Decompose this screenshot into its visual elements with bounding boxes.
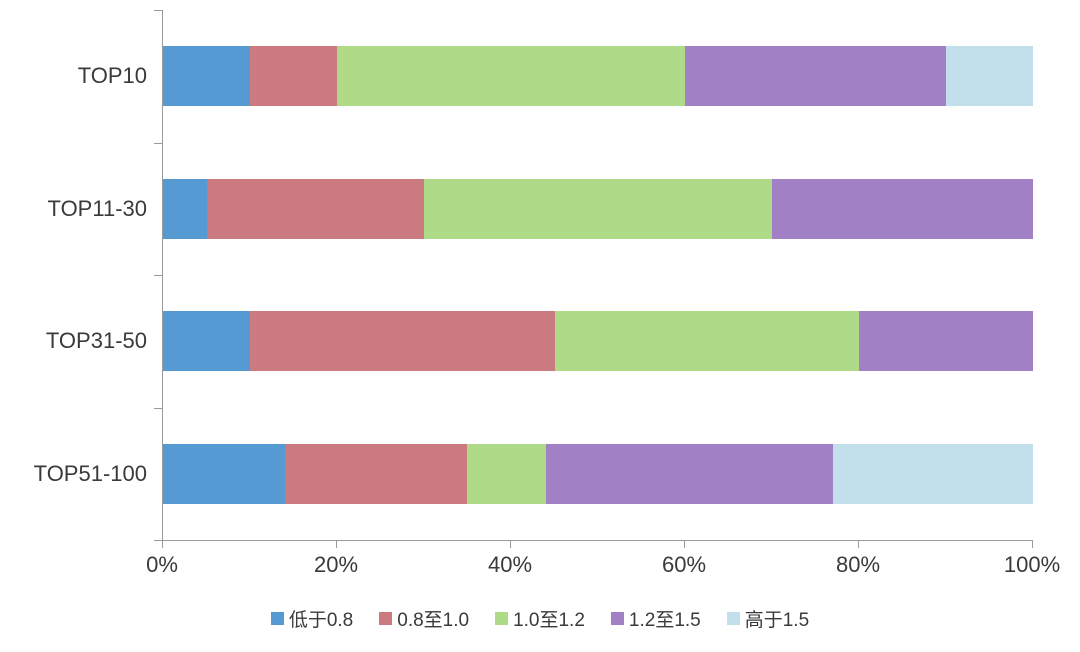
- x-tick-label: 100%: [1003, 552, 1061, 577]
- legend-swatch-icon: [726, 612, 740, 625]
- bar-segment: [946, 46, 1033, 107]
- legend-item: 低于0.8: [270, 605, 354, 632]
- bar-segment: [467, 443, 546, 504]
- legend-label: 1.2至1.5: [628, 610, 701, 631]
- legend-label: 0.8至1.0: [397, 610, 470, 631]
- bar-row: [163, 443, 1033, 504]
- x-axis-tick: [162, 540, 163, 548]
- bar-segment: [337, 46, 685, 107]
- category-label: TOP11-30: [47, 195, 147, 221]
- x-axis-tick: [858, 540, 859, 548]
- x-axis-tick: [510, 540, 511, 548]
- y-axis-tick: [154, 407, 162, 409]
- y-axis-tick: [154, 275, 162, 276]
- x-axis-tick: [336, 540, 337, 548]
- legend-label: 高于1.5: [744, 610, 810, 631]
- bar-segment: [163, 46, 250, 107]
- bar-segment: [832, 443, 1033, 504]
- y-axis-tick: [154, 142, 162, 144]
- bar-segment: [545, 443, 833, 504]
- bar-segment: [163, 311, 250, 372]
- legend-item: 1.2至1.5: [610, 605, 701, 632]
- x-tick-label: 0%: [146, 552, 178, 577]
- legend-swatch-icon: [495, 612, 509, 625]
- legend-swatch-icon: [379, 612, 393, 625]
- bar-row: [163, 178, 1033, 239]
- x-axis-tick: [1032, 540, 1033, 548]
- bar-segment: [163, 443, 285, 504]
- bar-segment: [554, 311, 859, 372]
- x-tick-label: 60%: [661, 552, 707, 577]
- legend: 低于0.8 0.8至1.0 1.0至1.2 1.2至1.5 高于1.5: [0, 605, 1080, 632]
- category-label: TOP31-50: [45, 328, 147, 354]
- y-axis-line: [162, 10, 163, 540]
- legend-label: 1.0至1.2: [513, 610, 585, 631]
- bar-segment: [250, 311, 555, 372]
- legend-item: 高于1.5: [726, 605, 810, 632]
- bar-segment: [284, 443, 468, 504]
- bar-row: [163, 46, 1033, 107]
- x-tick-label: 40%: [487, 552, 533, 577]
- bar-segment: [859, 311, 1033, 372]
- bar-segment: [250, 46, 337, 107]
- bar-row: [163, 311, 1033, 372]
- legend-item: 1.0至1.2: [495, 605, 585, 632]
- x-axis-tick: [684, 540, 685, 548]
- legend-swatch-icon: [270, 612, 284, 625]
- category-label: TOP51-100: [33, 460, 147, 486]
- category-label: TOP10: [77, 63, 147, 89]
- legend-label: 低于0.8: [288, 610, 354, 631]
- x-tick-label: 80%: [835, 552, 881, 577]
- x-axis-line: [154, 540, 1033, 541]
- legend-item: 0.8至1.0: [379, 605, 469, 632]
- bar-segment: [685, 46, 946, 107]
- bar-segment: [163, 178, 207, 239]
- y-axis-tick: [154, 540, 162, 541]
- y-axis-tick: [154, 10, 162, 11]
- x-tick-label: 20%: [313, 552, 359, 577]
- bar-segment: [206, 178, 424, 239]
- bar-segment: [424, 178, 772, 239]
- bar-segment: [772, 178, 1033, 239]
- legend-swatch-icon: [610, 612, 624, 625]
